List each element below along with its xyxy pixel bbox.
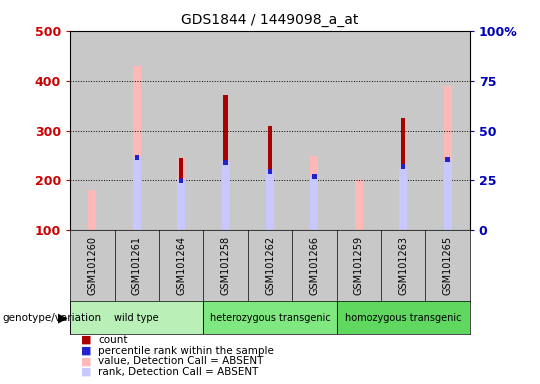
Bar: [159, 31, 204, 230]
Bar: [443, 86, 451, 230]
Bar: [179, 178, 184, 183]
Text: GSM101258: GSM101258: [221, 236, 231, 295]
Text: percentile rank within the sample: percentile rank within the sample: [98, 346, 274, 356]
Bar: [443, 159, 451, 230]
Text: GSM101259: GSM101259: [354, 236, 364, 295]
Text: ■: ■: [81, 356, 91, 366]
Bar: [70, 301, 204, 334]
Bar: [310, 177, 319, 230]
Bar: [292, 31, 336, 230]
Bar: [310, 156, 319, 230]
Bar: [177, 158, 185, 230]
Bar: [268, 126, 272, 230]
Bar: [336, 31, 381, 230]
Text: ■: ■: [81, 346, 91, 356]
Bar: [224, 94, 228, 230]
Bar: [268, 169, 272, 174]
Bar: [381, 31, 426, 230]
Bar: [446, 157, 450, 162]
Text: heterozygous transgenic: heterozygous transgenic: [210, 313, 330, 323]
Bar: [224, 159, 228, 164]
Bar: [336, 301, 470, 334]
Bar: [89, 190, 97, 230]
Text: GSM101265: GSM101265: [443, 236, 453, 295]
Text: rank, Detection Call = ABSENT: rank, Detection Call = ABSENT: [98, 367, 259, 377]
Text: ▶: ▶: [58, 311, 68, 324]
Text: GSM101263: GSM101263: [398, 236, 408, 295]
Text: GSM101261: GSM101261: [132, 236, 142, 295]
Bar: [312, 174, 316, 179]
Text: count: count: [98, 335, 128, 345]
Bar: [133, 157, 141, 230]
Bar: [204, 301, 336, 334]
Text: ■: ■: [81, 367, 91, 377]
Bar: [221, 161, 229, 230]
Bar: [401, 118, 406, 230]
Bar: [114, 31, 159, 230]
Text: GDS1844 / 1449098_a_at: GDS1844 / 1449098_a_at: [181, 13, 359, 27]
Text: homozygous transgenic: homozygous transgenic: [345, 313, 462, 323]
Bar: [133, 66, 141, 230]
Bar: [248, 31, 292, 230]
Text: value, Detection Call = ABSENT: value, Detection Call = ABSENT: [98, 356, 264, 366]
Text: wild type: wild type: [114, 313, 159, 323]
Bar: [401, 164, 406, 169]
Text: GSM101264: GSM101264: [176, 236, 186, 295]
Bar: [426, 31, 470, 230]
Bar: [355, 180, 363, 230]
Bar: [177, 180, 185, 230]
Text: GSM101262: GSM101262: [265, 236, 275, 295]
Text: GSM101260: GSM101260: [87, 236, 97, 295]
Text: genotype/variation: genotype/variation: [3, 313, 102, 323]
Bar: [70, 31, 114, 230]
Bar: [204, 31, 248, 230]
Bar: [134, 154, 139, 159]
Bar: [221, 162, 229, 230]
Text: ■: ■: [81, 335, 91, 345]
Bar: [399, 167, 407, 230]
Text: GSM101266: GSM101266: [309, 236, 319, 295]
Bar: [266, 172, 274, 230]
Bar: [179, 158, 184, 230]
